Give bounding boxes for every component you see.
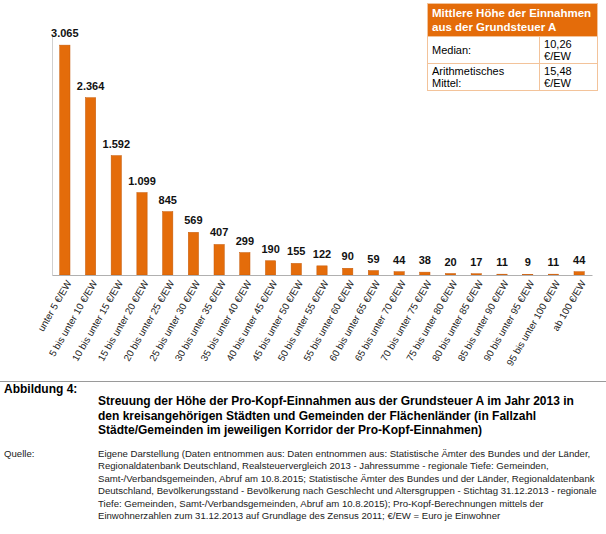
bar — [548, 274, 558, 275]
bar — [85, 98, 95, 275]
bar — [445, 274, 455, 276]
data-label: 90 — [342, 250, 354, 262]
page: unter 5 €/EW5 bis unter 10 €/EW10 bis un… — [0, 0, 606, 534]
caption: Abbildung 4: Streuung der Höhe der Pro-Ko… — [0, 381, 606, 523]
bar — [420, 272, 430, 275]
bar — [137, 193, 147, 275]
y-axis — [52, 36, 53, 276]
data-label: 38 — [419, 254, 431, 266]
chart: unter 5 €/EW5 bis unter 10 €/EW10 bis un… — [0, 0, 606, 381]
bar — [291, 263, 301, 275]
data-label: 1.592 — [103, 138, 131, 150]
data-label: 190 — [261, 243, 279, 255]
bar — [111, 156, 121, 275]
data-label: 845 — [159, 194, 177, 206]
bar — [240, 253, 250, 275]
bar — [163, 212, 173, 275]
box-row-value: 10,26 €/EW — [540, 37, 598, 64]
bar — [368, 271, 378, 275]
bars — [60, 45, 585, 275]
box-row-label: Arithmetisches Mittel: — [428, 64, 540, 91]
source-label: Quelle: — [4, 448, 34, 461]
data-label: 155 — [287, 245, 305, 257]
x-axis: unter 5 €/EW5 bis unter 10 €/EW10 bis un… — [35, 275, 592, 368]
data-label: 3.065 — [51, 27, 79, 39]
box-row-label: Median: — [428, 37, 540, 64]
y-axis-line — [52, 36, 53, 276]
bar — [343, 268, 353, 275]
box-row: Arithmetisches Mittel:15,48 €/EW — [428, 64, 598, 91]
box-header-row: Mittlere Höhe der Einnahmen aus der Grun… — [428, 4, 598, 37]
box-row-value: 15,48 €/EW — [540, 64, 598, 91]
data-label: 9 — [525, 256, 531, 268]
bar — [60, 45, 70, 275]
data-label: 299 — [236, 235, 254, 247]
data-label: 20 — [444, 256, 456, 268]
data-label: 59 — [367, 253, 379, 265]
bar — [265, 261, 275, 275]
x-tick-label: ab 100 €/EW — [550, 278, 588, 333]
x-axis-line — [53, 275, 593, 276]
data-label: 1.099 — [128, 175, 156, 187]
data-label: 2.364 — [77, 80, 105, 92]
data-label: 44 — [393, 254, 406, 266]
caption-row: Abbildung 4: Streuung der Höhe der Pro-Ko… — [0, 382, 606, 438]
caption-label: Abbildung 4: — [4, 382, 77, 397]
data-labels: 3.065 2.364 1.592 1.099845 569 407 299 190 155 12… — [51, 27, 586, 268]
data-label: 122 — [313, 248, 331, 260]
x-tick: 5 bis unter 10 €/EW — [47, 275, 100, 358]
chart-title: Streuung der Höhe der Pro-Kopf-Einnahmen… — [98, 394, 598, 438]
summary-box: Mittlere Höhe der Einnahmen aus der Grun… — [427, 3, 598, 91]
bar — [574, 272, 584, 275]
data-label: 569 — [184, 214, 202, 226]
bar — [523, 274, 533, 275]
bar — [214, 244, 224, 275]
bar — [394, 272, 404, 275]
data-label: 11 — [496, 256, 508, 268]
source-row: Quelle: Eigene Darstellung (Daten entnomm… — [0, 448, 606, 524]
bar — [317, 266, 327, 275]
data-label: 17 — [470, 256, 482, 268]
bar — [471, 274, 481, 275]
bar — [497, 274, 507, 275]
source-text: Eigene Darstellung (Daten entnommen aus:… — [98, 448, 598, 524]
bar — [188, 232, 198, 275]
box-title: Mittlere Höhe der Einnahmen aus der Grun… — [428, 4, 598, 37]
x-tick: ab 100 €/EW — [550, 275, 588, 333]
data-label: 44 — [573, 254, 586, 266]
data-label: 11 — [548, 256, 560, 268]
box-row: Median:10,26 €/EW — [428, 37, 598, 64]
data-label: 407 — [210, 226, 228, 238]
